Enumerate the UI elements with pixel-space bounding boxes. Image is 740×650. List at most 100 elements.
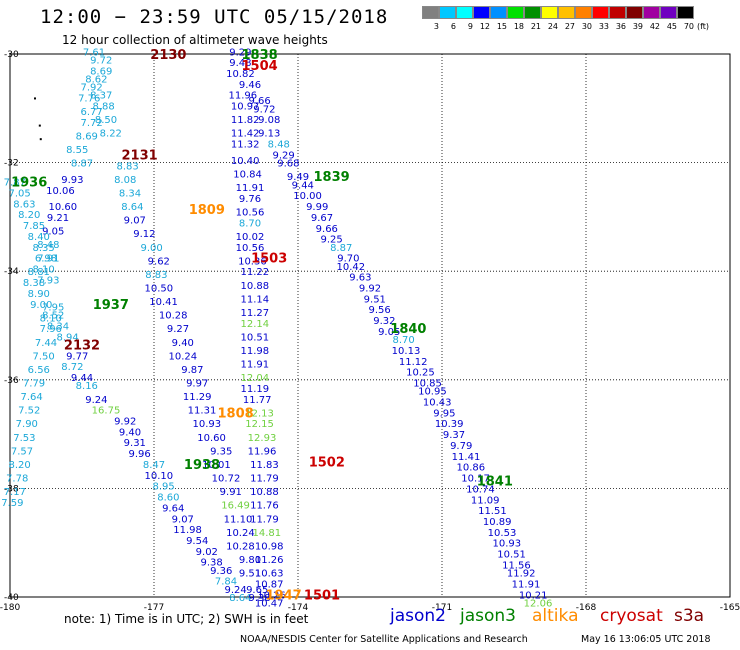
swh-value: 8.20: [8, 460, 30, 471]
swh-value: 9.40: [172, 338, 194, 349]
plot-frame: [9, 53, 731, 598]
swh-value: 8.48: [268, 140, 290, 151]
swh-value: 11.29: [183, 392, 212, 403]
swh-value: 9.36: [210, 566, 232, 577]
swh-value: 8.34: [119, 188, 141, 199]
swh-value: 8.64: [121, 202, 143, 213]
colorbar: [422, 6, 694, 19]
swh-value: 10.63: [255, 569, 284, 580]
legend-jason3: jason3: [460, 606, 516, 626]
swh-value: 7.93: [37, 275, 59, 286]
swh-value: 7.76: [78, 93, 100, 104]
swh-value: 8.34: [47, 322, 69, 333]
island-dot: [38, 124, 41, 127]
swh-value: 9.62: [148, 256, 170, 267]
swh-value: 14.81: [252, 528, 281, 539]
track-time-label: 2130: [150, 48, 186, 63]
swh-value: 8.47: [143, 460, 165, 471]
swh-value: 12.13: [245, 408, 274, 419]
swh-value: 9.13: [258, 129, 280, 140]
swh-value: 10.43: [423, 398, 452, 409]
swh-value: 9.87: [181, 365, 203, 376]
swh-value: 7.85: [23, 221, 45, 232]
swh-value: 9.25: [320, 235, 342, 246]
swh-value: 7.05: [8, 188, 30, 199]
swh-value: 9.72: [90, 55, 112, 66]
swh-value: 9.63: [349, 273, 371, 284]
swh-value: 9.32: [373, 316, 395, 327]
swh-value: 10.21: [519, 590, 548, 601]
swh-value: 9.67: [311, 213, 333, 224]
footer-note: note: 1) Time is in UTC; 2) SWH is in fe…: [64, 612, 309, 626]
swh-value: 9.05: [378, 327, 400, 338]
legend-jason2: jason2: [390, 606, 446, 626]
colorbar-tick: 30: [581, 22, 592, 31]
swh-value: 9.91: [220, 487, 242, 498]
swh-value: 8.35: [32, 243, 54, 254]
track-time-label: 1808: [218, 406, 254, 421]
swh-value: 8.70: [239, 218, 261, 229]
swh-value: 6.77: [80, 107, 102, 118]
track-time-label: 1841: [477, 474, 513, 489]
swh-value: 9.24: [224, 585, 246, 596]
swh-value: 10.02: [236, 232, 265, 243]
swh-value: 11.82: [231, 115, 260, 126]
colorbar-swatch: [490, 6, 507, 19]
swh-value: 10.60: [48, 202, 77, 213]
swh-value: 10.53: [488, 528, 517, 539]
swh-value: 10.36: [238, 256, 267, 267]
track-time-label: 1947: [266, 588, 302, 603]
swh-value: 10.88: [240, 281, 269, 292]
swh-value: 10.01: [202, 460, 231, 471]
track-time-label: 1938: [184, 458, 220, 473]
colorbar-tick: 3: [433, 22, 439, 31]
swh-value: 9.92: [114, 417, 136, 428]
legend-cryosat: cryosat: [600, 606, 663, 626]
swh-value: 11.12: [399, 357, 428, 368]
colorbar-ticks: 3 6 9 12 15 18 21 24 27 30 33 36 39 42 45 70: [422, 22, 694, 31]
swh-value: 9.38: [200, 558, 222, 569]
swh-value: 7.91: [37, 254, 59, 265]
swh-value: 8.83: [145, 270, 167, 281]
swh-value: 11.41: [452, 452, 481, 463]
track-time-label: 2132: [64, 339, 100, 354]
swh-value: 10.42: [336, 262, 365, 273]
swh-value: 9.12: [133, 229, 155, 240]
swh-value: 10.10: [144, 471, 173, 482]
swh-value: 9.70: [337, 254, 359, 265]
colorbar-tick: 18: [513, 22, 524, 31]
swh-value: 10.89: [483, 517, 512, 528]
y-tick-label: -34: [4, 267, 19, 277]
swh-value: 12.93: [248, 433, 277, 444]
swh-value: 8.72: [61, 362, 83, 373]
swh-value: 10.40: [231, 156, 260, 167]
y-tick-label: -36: [4, 376, 19, 386]
swh-value: 9.77: [66, 351, 88, 362]
colorbar-swatch: [541, 6, 558, 19]
swh-value: 9.44: [71, 373, 93, 384]
swh-value: 11.51: [478, 506, 507, 517]
x-tick-label: -171: [432, 603, 452, 613]
swh-value: 11.91: [236, 183, 265, 194]
swh-value: 10.97: [231, 102, 260, 113]
swh-value: 10.06: [46, 186, 75, 197]
swh-value: 9.56: [368, 305, 390, 316]
island-dot: [34, 97, 36, 100]
colorbar-swatch: [473, 6, 490, 19]
swh-value: 6.98: [35, 254, 57, 265]
swh-value: 11.26: [255, 555, 284, 566]
swh-value: 7.59: [1, 498, 23, 509]
swh-value: 11.83: [250, 460, 279, 471]
swh-value: 9.29: [272, 150, 294, 161]
swh-value: 8.22: [100, 129, 122, 140]
track-time-label: 1502: [309, 455, 345, 470]
page-subtitle: 12 hour collection of altimeter wave hei…: [62, 33, 328, 47]
swh-value: 10.74: [466, 484, 495, 495]
swh-value: 10.24: [168, 351, 197, 362]
swh-value: 10.39: [435, 419, 464, 430]
swh-value: 9.65: [246, 585, 268, 596]
swh-value: 10.25: [406, 368, 435, 379]
swh-value: 12.04: [240, 373, 269, 384]
swh-value: 7.90: [16, 419, 38, 430]
